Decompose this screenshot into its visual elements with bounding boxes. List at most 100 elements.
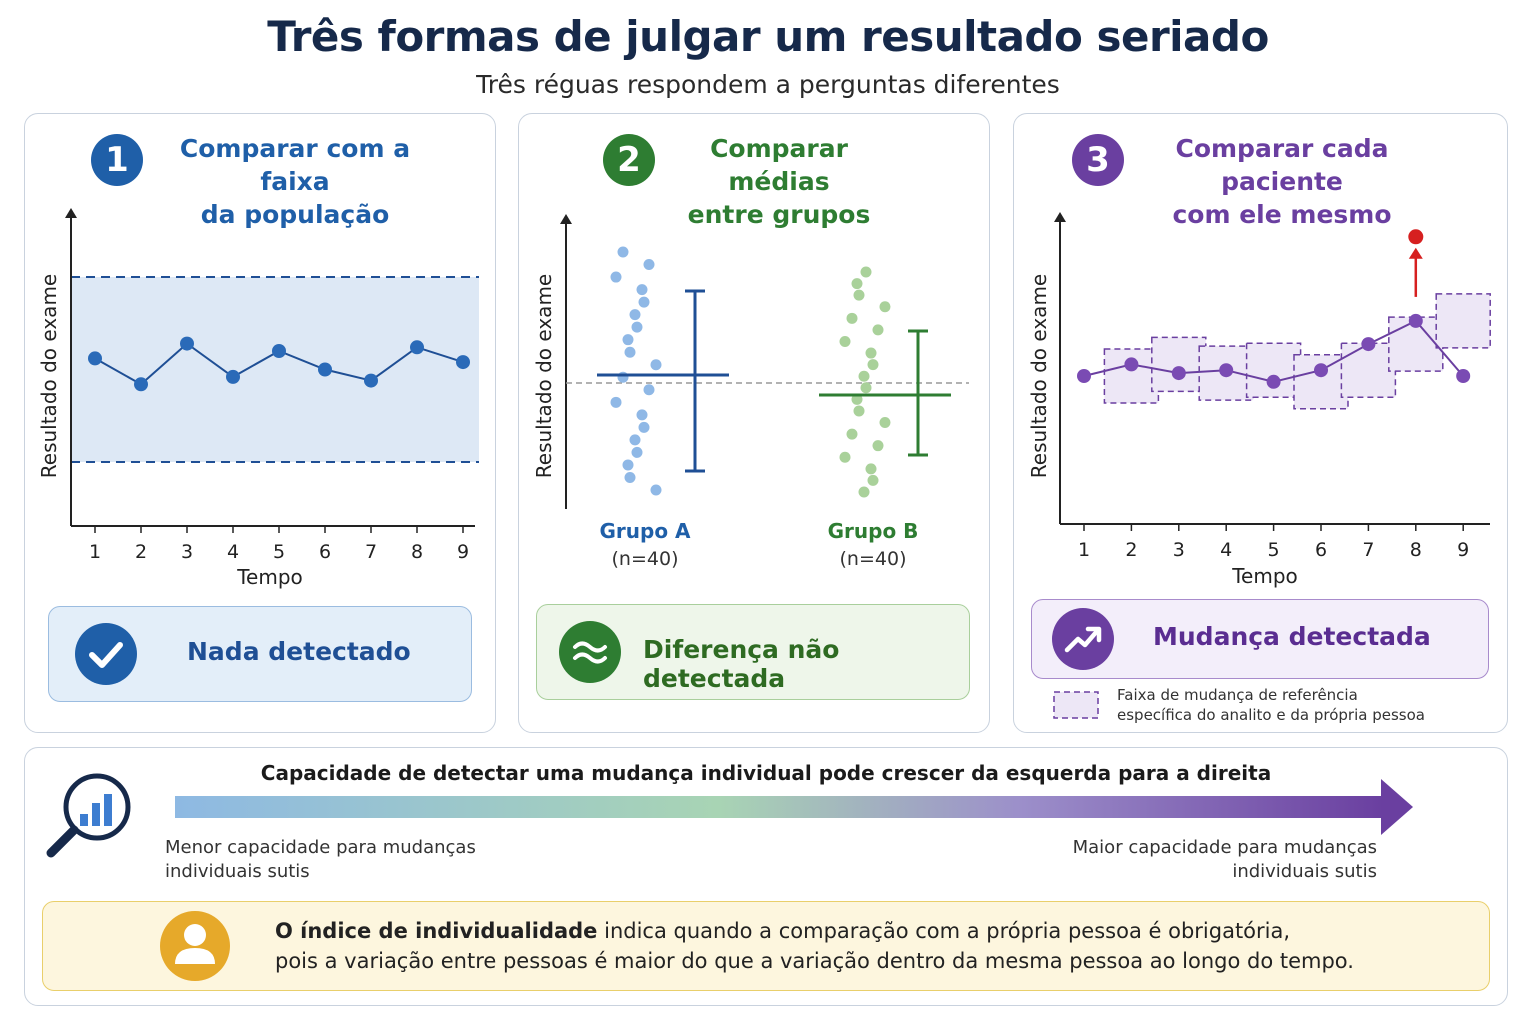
note-bold: O índice de individualidade	[275, 919, 598, 943]
page-title: Três formas de julgar um resultado seria…	[267, 12, 1269, 61]
sample-dot	[865, 463, 877, 475]
legend-line: específica do analito e da própria pesso…	[1117, 706, 1425, 724]
x-tick-label: 3	[181, 541, 193, 563]
sample-dot	[617, 246, 629, 258]
sample-dot	[624, 471, 636, 483]
x-tick-label: 6	[1315, 539, 1327, 561]
group-means-chart: Resultado do exame Grupo A (n=40) Grupo …	[532, 214, 969, 570]
sample-dot	[643, 259, 655, 271]
x-tick-label: 5	[1268, 539, 1280, 561]
status-box-change-detected: Mudança detectada	[1031, 599, 1489, 679]
sample-dot	[629, 434, 641, 446]
sample-dot	[622, 334, 634, 346]
group-b-n: (n=40)	[840, 548, 907, 570]
page-subtitle: Três réguas respondem a perguntas difere…	[476, 70, 1060, 99]
sample-dot	[610, 271, 622, 283]
reference-change-box	[1435, 293, 1491, 349]
sample-dot	[629, 309, 641, 321]
sample-dot	[650, 359, 662, 371]
sample-dot	[839, 451, 851, 463]
panel-number-badge: 1	[91, 134, 143, 186]
panel-title: Comparar cada paciente com ele mesmo	[1132, 132, 1432, 231]
population-reference-band	[71, 277, 479, 462]
sample-dot	[638, 421, 650, 433]
data-point	[1456, 369, 1471, 383]
low-capacity-line: Menor capacidade para mudanças	[165, 837, 476, 858]
reference-change-box	[1103, 348, 1160, 404]
data-point	[1124, 357, 1139, 372]
sample-dot	[879, 417, 891, 429]
x-axis-label: Tempo	[1231, 564, 1298, 588]
y-axis-label: Resultado do exame	[1027, 274, 1051, 478]
sample-dot	[865, 347, 877, 359]
sample-dot	[858, 370, 870, 382]
sample-dot	[636, 284, 648, 296]
data-point	[1266, 374, 1281, 389]
sample-dot	[867, 474, 879, 486]
x-tick-label: 7	[1362, 539, 1374, 561]
data-point	[1408, 313, 1423, 328]
group-b-label: Grupo B	[828, 519, 919, 543]
x-tick-label: 6	[319, 541, 331, 563]
sample-dot	[851, 278, 863, 290]
sample-dot	[872, 440, 884, 452]
sample-dot	[631, 446, 643, 458]
sample-dot	[879, 301, 891, 313]
reference-change-box	[1340, 342, 1397, 398]
x-tick-label: 9	[457, 541, 469, 563]
change-arrow-head	[1408, 247, 1423, 259]
panel-within-person: 3 Comparar cada paciente com ele mesmo 1…	[1013, 113, 1508, 733]
legend-swatch-icon	[1053, 691, 1099, 719]
sample-dot	[851, 393, 863, 405]
data-point	[364, 373, 378, 388]
x-tick-label: 8	[1410, 539, 1422, 561]
data-point	[272, 344, 286, 358]
sample-dot	[872, 324, 884, 336]
group-a-n: (n=40)	[612, 548, 679, 570]
sample-dot	[853, 289, 865, 301]
within-person-chart: 1 2 3 4 5 6 7 8 9 Tempo Resultado do exame	[1027, 212, 1491, 588]
person-icon	[160, 911, 230, 981]
data-point	[1171, 366, 1186, 381]
sample-dot	[624, 346, 636, 358]
x-tick-label: 2	[135, 541, 147, 563]
sample-dot	[846, 312, 858, 324]
x-tick-label: 1	[1078, 539, 1090, 561]
x-tick-label: 3	[1173, 539, 1185, 561]
sample-dot	[636, 409, 648, 421]
panel-number-badge: 3	[1072, 134, 1124, 186]
legend-line: Faixa de mudança de referência	[1117, 686, 1358, 704]
reference-change-box	[1151, 336, 1207, 393]
panel-title-line: da população	[200, 200, 390, 229]
data-point	[88, 351, 102, 366]
sample-dot	[650, 484, 662, 496]
x-tick-label: 8	[411, 541, 423, 563]
sample-dot	[858, 486, 870, 498]
status-label: Mudança detectada	[1153, 622, 1431, 651]
individuality-index-note: O índice de individualidade indica quand…	[42, 901, 1490, 991]
note-text: O índice de individualidade indica quand…	[275, 916, 1354, 976]
low-capacity-text: Menor capacidade para mudanças individua…	[165, 836, 476, 884]
sample-dot	[617, 371, 629, 383]
sample-dot	[846, 428, 858, 440]
status-box-nothing-detected: Nada detectado	[48, 606, 472, 702]
data-point	[134, 377, 148, 392]
sample-dot	[643, 384, 655, 396]
data-point	[1219, 363, 1234, 378]
high-capacity-line: Maior capacidade para mudanças	[1072, 837, 1377, 858]
data-point	[1077, 369, 1091, 383]
panel-title: Comparar com a faixa da população	[155, 132, 435, 231]
panel-population-range: 1 Comparar com a faixa da população 1 2 3 4…	[24, 113, 496, 733]
x-axis-label: Tempo	[236, 565, 303, 589]
panel-title-line: Comparar cada paciente	[1175, 134, 1389, 196]
panel-title: Comparar médias entre grupos	[659, 132, 899, 231]
x-tick-label: 2	[1125, 539, 1137, 561]
note-line-2: pois a variação entre pessoas é maior do…	[275, 949, 1354, 973]
y-axis-label: Resultado do exame	[532, 274, 556, 478]
sample-dot	[631, 321, 643, 333]
reference-change-box	[1245, 342, 1302, 398]
capacity-title: Capacidade de detectar uma mudança indiv…	[260, 761, 1272, 785]
data-point	[226, 369, 240, 384]
magnifier-chart-icon	[46, 773, 131, 858]
low-capacity-line: individuais sutis	[165, 861, 310, 882]
